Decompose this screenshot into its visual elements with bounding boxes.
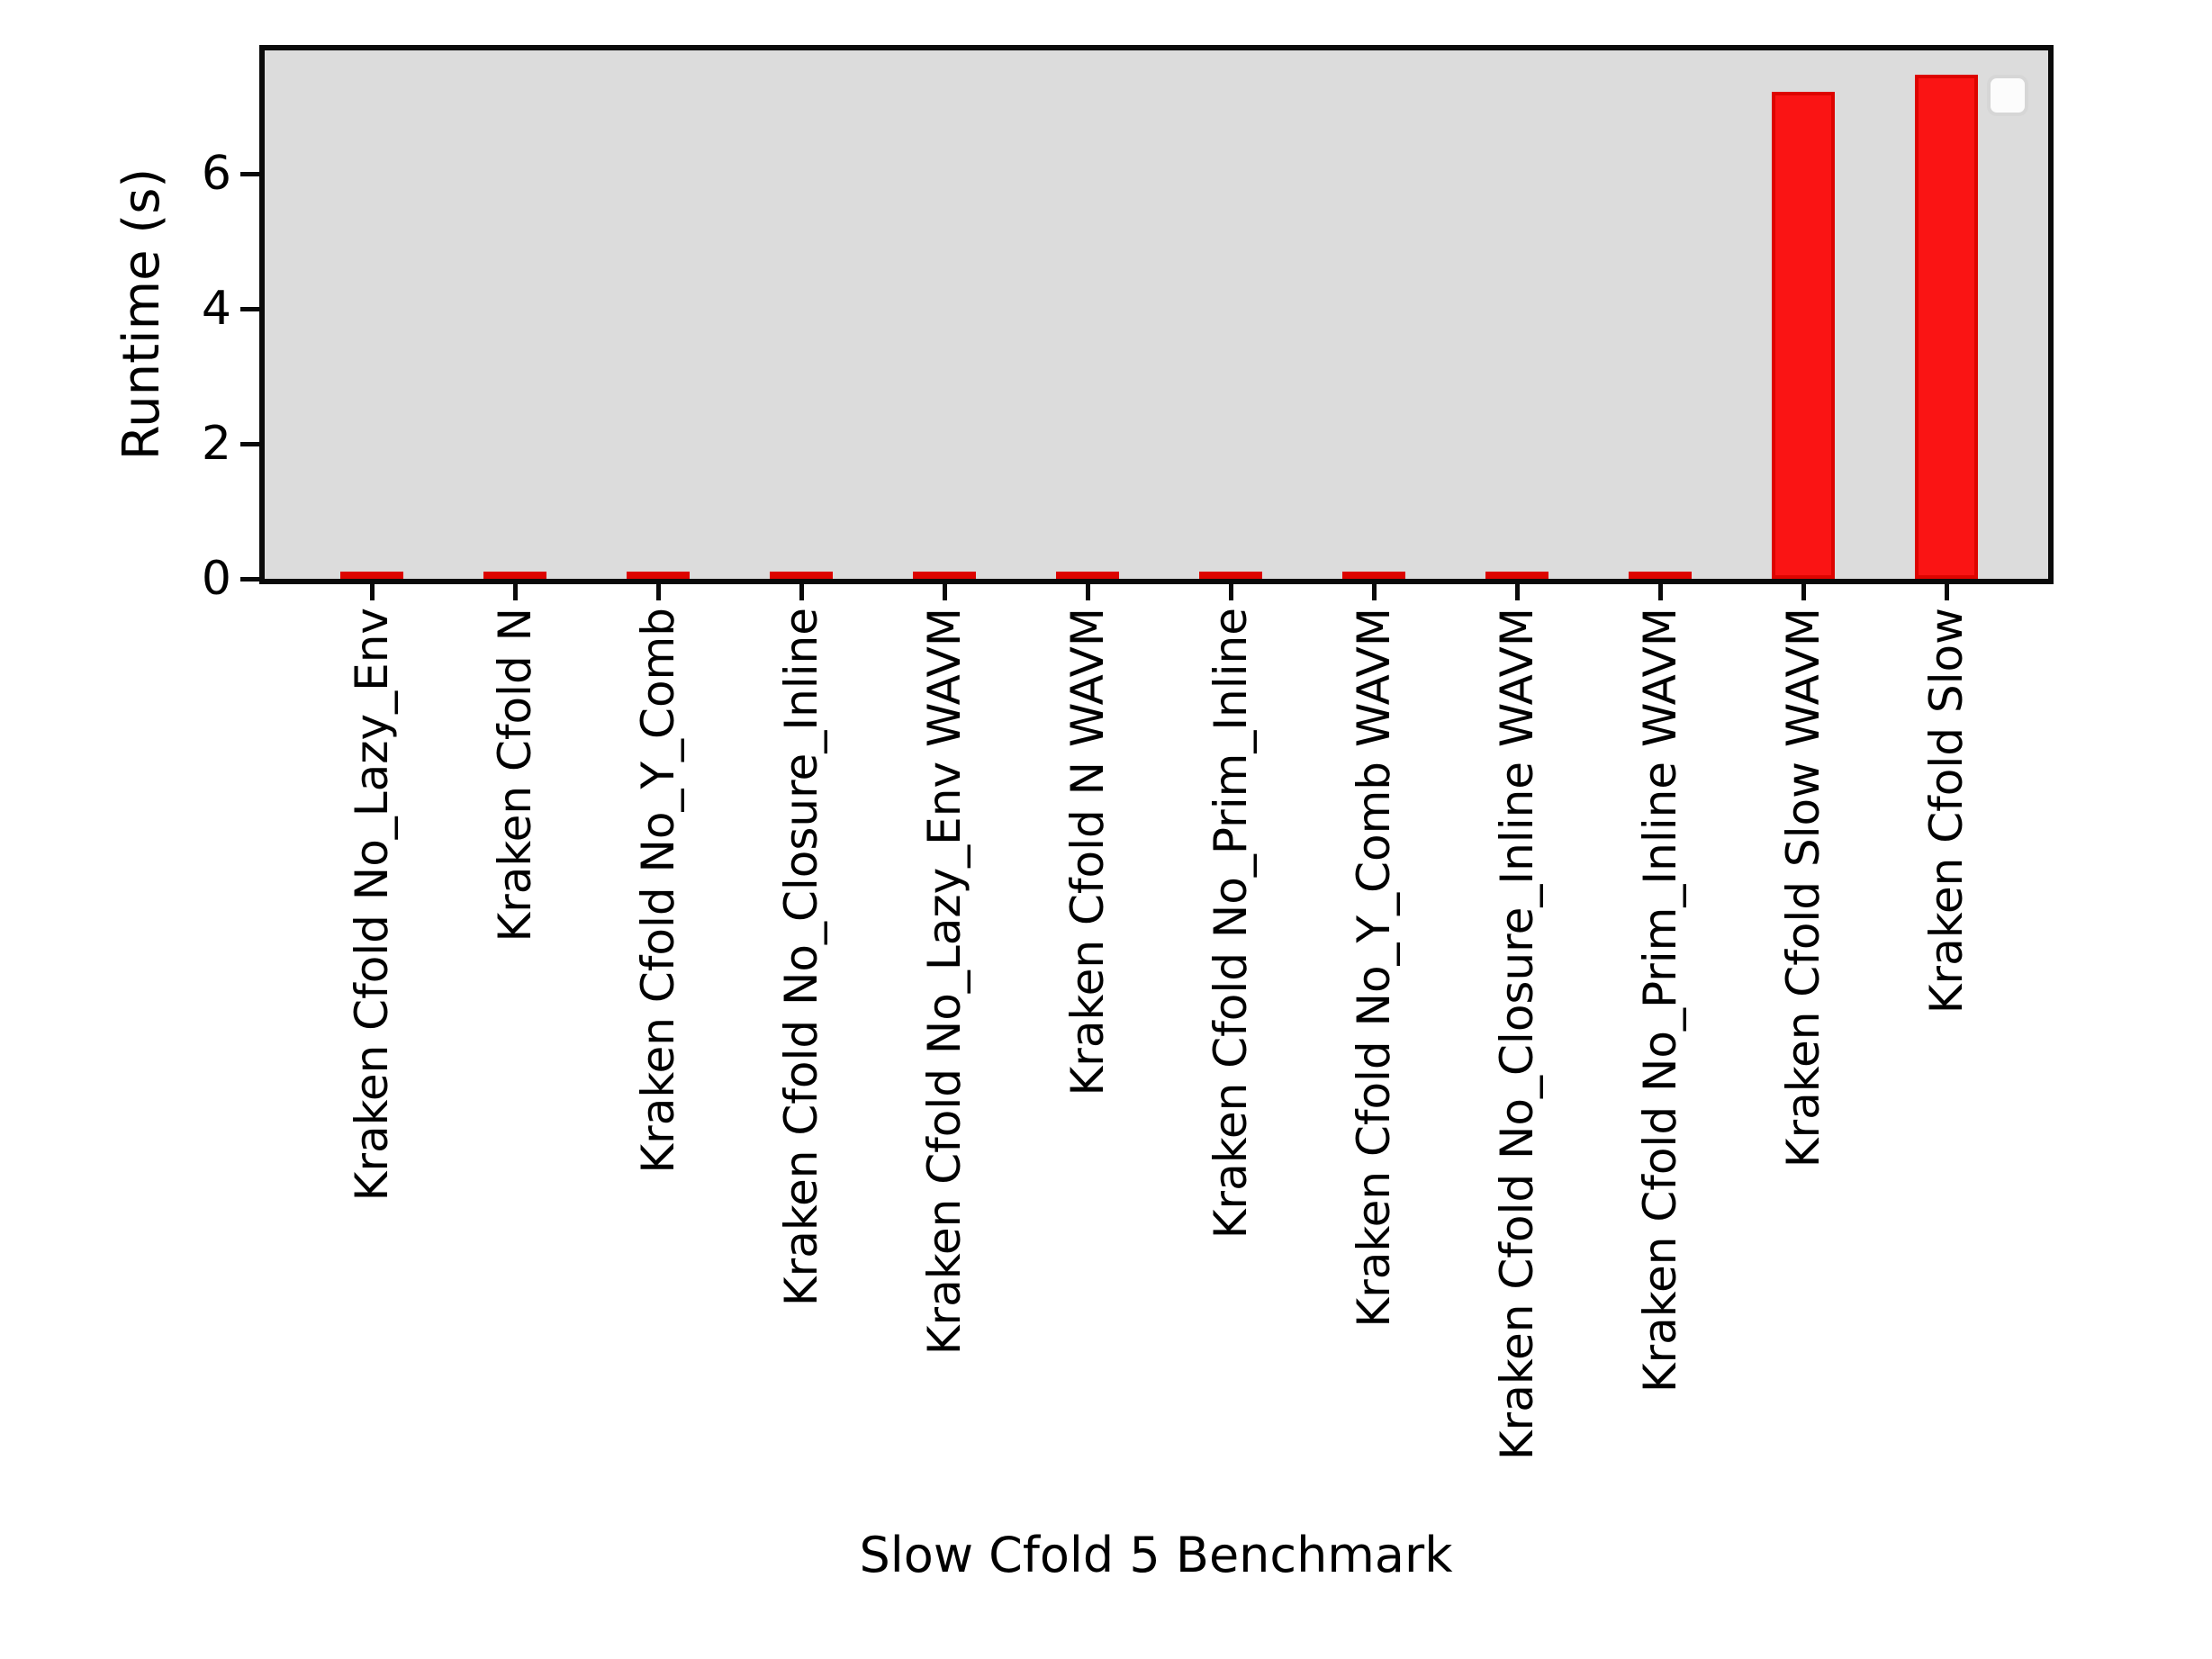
x-axis-title: Slow Cfold 5 Benchmark: [859, 1527, 1453, 1583]
y-axis-title: Runtime (s): [113, 167, 171, 461]
x-tick-label-10: Kraken Cfold Slow WAVM: [1777, 608, 1829, 1168]
x-tick-mark-2: [656, 584, 661, 600]
bar-10: [1772, 92, 1835, 579]
x-tick-label-7: Kraken Cfold No_Y_Comb WAVM: [1348, 608, 1400, 1328]
x-tick-mark-7: [1372, 584, 1377, 600]
x-tick-mark-6: [1229, 584, 1233, 600]
bar-5: [1056, 572, 1119, 579]
x-tick-label-2: Kraken Cfold No_Y_Comb: [632, 608, 684, 1174]
x-tick-label-3: Kraken Cfold No_Closure_Inline: [775, 608, 827, 1307]
y-tick-label-1: 2: [201, 417, 231, 471]
x-tick-mark-0: [370, 584, 375, 600]
y-tick-mark-2: [240, 307, 259, 311]
bar-2: [627, 572, 690, 579]
bar-6: [1199, 572, 1262, 579]
x-tick-label-6: Kraken Cfold No_Prim_Inline: [1205, 608, 1257, 1240]
x-tick-label-9: Kraken Cfold No_Prim_Inline WAVM: [1634, 608, 1686, 1393]
bar-11: [1915, 75, 1978, 579]
y-tick-mark-0: [240, 577, 259, 582]
x-tick-mark-4: [943, 584, 947, 600]
y-tick-mark-3: [240, 172, 259, 176]
bar-4: [913, 572, 976, 579]
legend-box: [1987, 75, 2028, 116]
x-tick-mark-10: [1801, 584, 1806, 600]
x-tick-label-8: Kraken Cfold No_Closure_Inline WAVM: [1491, 608, 1543, 1461]
y-tick-mark-1: [240, 442, 259, 446]
x-tick-mark-9: [1658, 584, 1663, 600]
bar-8: [1485, 572, 1548, 579]
x-tick-mark-1: [513, 584, 518, 600]
x-tick-label-1: Kraken Cfold N: [489, 608, 541, 942]
x-tick-label-0: Kraken Cfold No_Lazy_Env: [346, 608, 398, 1202]
y-tick-label-3: 6: [201, 147, 231, 201]
bar-1: [483, 572, 546, 579]
y-tick-label-2: 4: [201, 282, 231, 336]
x-tick-label-4: Kraken Cfold No_Lazy_Env WAVM: [918, 608, 971, 1356]
bar-3: [770, 572, 833, 579]
x-tick-mark-8: [1515, 584, 1520, 600]
x-tick-mark-5: [1086, 584, 1090, 600]
bar-9: [1629, 572, 1692, 579]
y-tick-label-0: 0: [201, 552, 231, 606]
bar-0: [340, 572, 403, 579]
x-tick-label-11: Kraken Cfold Slow: [1920, 608, 1973, 1014]
x-tick-mark-3: [799, 584, 804, 600]
x-tick-mark-11: [1945, 584, 1949, 600]
plot-area: [259, 45, 2054, 584]
bar-7: [1342, 572, 1405, 579]
x-tick-label-5: Kraken Cfold N WAVM: [1061, 608, 1114, 1096]
